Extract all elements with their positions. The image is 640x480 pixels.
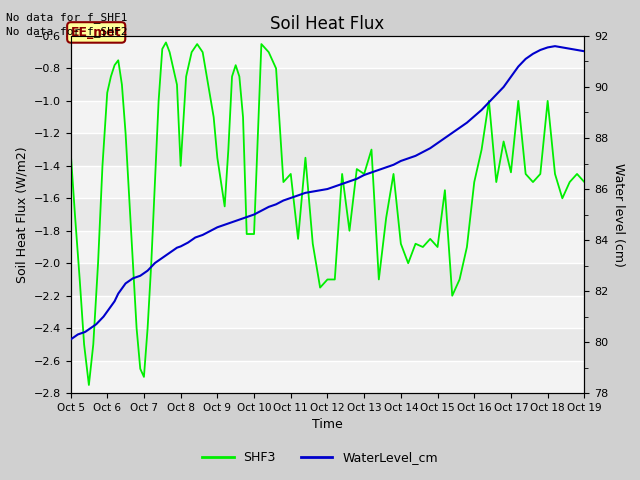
X-axis label: Time: Time [312,419,343,432]
Line: WaterLevel_cm: WaterLevel_cm [70,46,584,339]
Text: No data for f_SHF2: No data for f_SHF2 [6,26,128,37]
WaterLevel_cm [100,314,108,320]
SHF3 [580,179,588,185]
Title: Soil Heat Flux: Soil Heat Flux [270,15,385,33]
Y-axis label: Soil Heat Flux (W/m2): Soil Heat Flux (W/m2) [15,146,28,283]
Bar [70,101,584,133]
WaterLevel_cm [74,332,82,337]
Bar [70,166,584,198]
Text: No data for f_SHF1: No data for f_SHF1 [6,12,128,23]
SHF3 [122,131,129,136]
SHF3 [85,382,93,388]
Bar [70,296,584,328]
Line: SHF3: SHF3 [70,42,584,385]
Text: EE_met: EE_met [71,26,122,39]
WaterLevel_cm [551,43,559,49]
Bar [70,231,584,263]
SHF3 [162,39,170,45]
WaterLevel_cm [580,48,588,54]
Bar [70,360,584,393]
Y-axis label: Water level (cm): Water level (cm) [612,163,625,266]
SHF3 [500,139,508,144]
SHF3 [67,147,74,153]
WaterLevel_cm [81,329,89,335]
SHF3 [485,98,493,104]
SHF3 [182,73,190,79]
WaterLevel_cm [67,336,74,342]
WaterLevel_cm [434,140,442,146]
WaterLevel_cm [257,208,265,214]
Bar [70,36,584,69]
SHF3 [397,241,404,247]
SHF3 [566,179,573,185]
Legend: SHF3, WaterLevel_cm: SHF3, WaterLevel_cm [197,446,443,469]
WaterLevel_cm [485,99,493,105]
